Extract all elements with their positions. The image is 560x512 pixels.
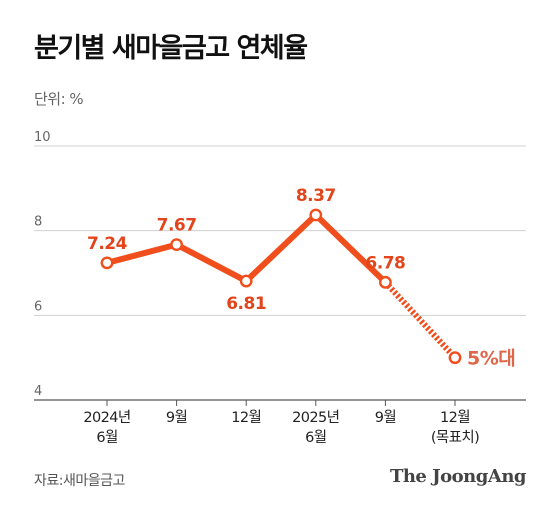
x-tick-label-0-0: 2024년 [83,409,130,426]
y-tick-label-3: 4 [34,384,42,399]
x-tick-label-0-1: 6월 [96,429,117,446]
series-lines [104,212,458,360]
unit-label: 단위: % [34,90,84,108]
y-tick-label-0: 10 [34,130,51,145]
data-label-4: 6.78 [365,253,405,273]
y-tick-label-2: 6 [34,299,42,314]
series-line-actual [104,212,389,286]
data-point-3 [309,208,323,222]
source-note: 자료:새마을금고 [34,473,125,489]
data-point-5 [448,351,462,365]
data-point-0 [100,256,114,270]
brand-logo: The JoongAng [389,466,527,487]
x-tick-label-3-1: 6월 [305,429,326,446]
data-label-0: 7.24 [87,234,128,254]
data-point-2 [239,274,253,288]
data-label-3: 8.37 [296,186,336,206]
chart-title: 분기별 새마을금고 연체율 [34,33,308,64]
x-tick-labels: 2024년 6월 9월 12월 2025년 6월 9월 12월 (목표치) [83,400,480,446]
x-tick-label-1-0: 9월 [166,409,187,426]
y-tick-label-1: 8 [34,215,42,230]
x-tick-label-3-0: 2025년 [292,409,339,426]
grid-lines [34,145,526,401]
data-label-5: 5%대 [467,348,515,370]
x-tick-label-2-0: 12월 [231,409,261,426]
x-tick-label-5-1: (목표치) [431,429,479,446]
data-point-1 [170,238,184,252]
data-labels: 7.24 7.67 6.81 8.37 6.78 5%대 [87,186,516,370]
data-label-2: 6.81 [226,294,266,314]
series-line-projected [383,280,458,360]
y-tick-labels: 10 8 6 4 [34,130,51,399]
x-tick-label-5-0: 12월 [440,409,470,426]
x-tick-label-4-0: 9월 [375,409,396,426]
data-points [100,208,462,365]
data-point-4 [378,275,392,289]
data-label-1: 7.67 [157,216,197,236]
